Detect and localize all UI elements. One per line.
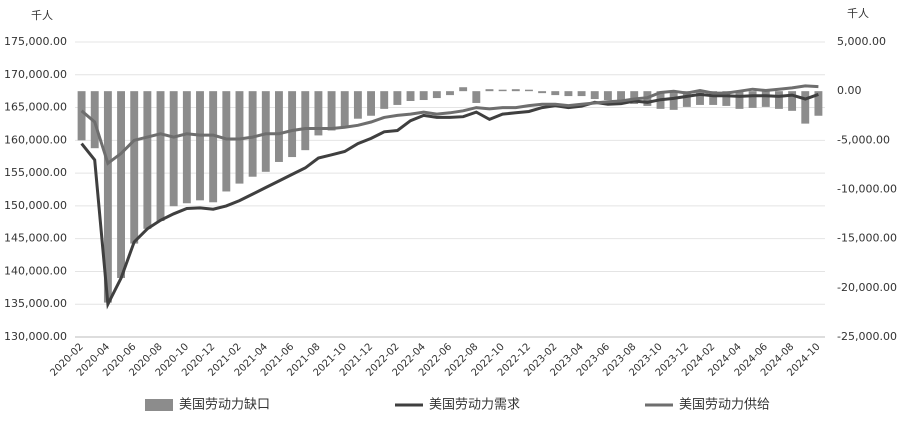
bar	[130, 91, 139, 244]
bar	[275, 91, 283, 162]
bar	[788, 91, 797, 111]
legend-label: 美国劳动力供给	[679, 397, 770, 413]
y-tick-label: 150,000.00	[4, 199, 67, 212]
bar	[498, 89, 507, 92]
line	[80, 92, 819, 310]
bar	[103, 91, 112, 303]
bar	[603, 91, 612, 101]
y-unit: 千人	[31, 9, 53, 22]
bar	[248, 91, 257, 177]
y-tick-label: 175,000.00	[4, 35, 67, 48]
bar	[551, 91, 560, 96]
bar	[538, 91, 547, 94]
bar	[340, 91, 349, 128]
y-tick-label: 145,000.00	[4, 232, 67, 245]
bar	[301, 91, 310, 151]
bar	[814, 91, 823, 116]
bar	[590, 91, 599, 100]
bar	[314, 91, 323, 136]
bar	[380, 91, 389, 109]
bar	[393, 91, 402, 105]
y-tick-label: 140,000.00	[4, 264, 67, 277]
bar	[143, 91, 152, 229]
bar	[511, 89, 520, 92]
bar	[353, 91, 362, 119]
y2-tick-label: -5,000.00	[837, 133, 890, 146]
y-tick-label: 135,000.00	[4, 297, 67, 310]
bar	[327, 91, 336, 131]
bar	[459, 87, 468, 92]
y2-tick-label: -10,000.00	[837, 183, 897, 196]
y2-tick-label: 5,000.00	[837, 35, 886, 48]
bar	[709, 91, 718, 105]
bar	[761, 91, 770, 107]
bar	[682, 91, 691, 107]
y-tick-label: 170,000.00	[4, 68, 67, 81]
bar	[90, 91, 99, 149]
line	[80, 84, 819, 166]
bar	[182, 91, 191, 204]
legend-label: 美国劳动力需求	[429, 397, 520, 413]
bar	[564, 91, 573, 97]
y-tick-label: 165,000.00	[4, 101, 67, 114]
y2-tick-label: -15,000.00	[837, 232, 897, 245]
bar	[577, 91, 586, 97]
bar	[261, 91, 270, 172]
bar	[209, 91, 218, 203]
bar	[801, 91, 810, 124]
bar	[288, 91, 297, 158]
bar	[485, 89, 494, 92]
bar	[446, 91, 454, 96]
y2-tick-label: -25,000.00	[837, 330, 897, 343]
bar	[235, 91, 244, 184]
y2-tick-label: 0.00	[837, 84, 862, 97]
bar	[156, 91, 165, 221]
y-tick-label: 160,000.00	[4, 133, 67, 146]
bar	[748, 91, 757, 108]
bar	[525, 89, 533, 92]
bar	[222, 91, 231, 192]
bar	[669, 91, 678, 110]
y-tick-label: 155,000.00	[4, 166, 67, 179]
y-tick-label: 130,000.00	[4, 330, 67, 343]
bar	[169, 91, 178, 207]
legend-label: 美国劳动力缺口	[179, 397, 270, 413]
bar	[775, 91, 783, 109]
bar	[367, 91, 375, 116]
bar	[432, 91, 441, 99]
bar	[419, 91, 428, 101]
bar	[472, 91, 481, 103]
bar	[617, 91, 625, 103]
bar	[696, 91, 704, 105]
bar	[117, 91, 125, 279]
bar	[722, 91, 731, 106]
bar	[77, 91, 86, 141]
bar	[735, 91, 744, 109]
y2-unit: 千人	[847, 7, 869, 20]
bar	[196, 91, 204, 201]
bar	[406, 91, 415, 101]
legend-swatch	[145, 399, 173, 411]
y2-tick-label: -20,000.00	[837, 281, 897, 294]
